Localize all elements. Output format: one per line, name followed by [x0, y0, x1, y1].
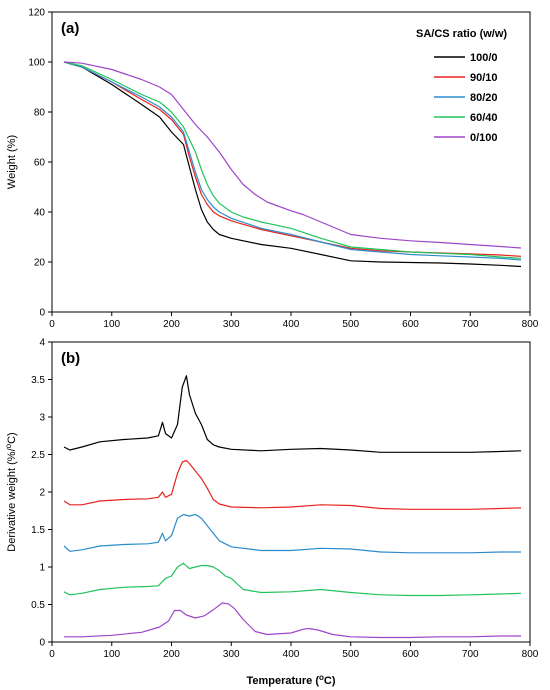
series-line-90-10 [63, 61, 522, 257]
x-tick-label: 300 [223, 319, 240, 330]
x-tick-label: 300 [223, 649, 240, 660]
y-tick-label: 3.5 [31, 375, 45, 386]
y-tick-label: 60 [34, 158, 46, 169]
panel-b-plot-frame [51, 341, 531, 643]
legend-title: SA/CS ratio (w/w) [416, 28, 507, 40]
y-tick-label: 3 [39, 413, 45, 424]
x-tick-label: 100 [103, 649, 120, 660]
x-tick-label: 200 [163, 319, 180, 330]
y-tick-label: 120 [28, 8, 45, 19]
series-line-100-0 [63, 61, 522, 268]
panel-a-y-ticks: 0 20 40 60 80 100 120 [28, 8, 52, 319]
x-tick-label: 700 [462, 319, 479, 330]
x-tick-label: 800 [522, 649, 539, 660]
legend-entry-label: 90/10 [470, 72, 498, 84]
x-tick-label: 700 [462, 649, 479, 660]
panel-b-chart: 0 100 200 300 400 500 600 700 800 0 0.5 1 1.5 2 2.5 3 3… [4, 338, 539, 688]
series-line-60-40 [63, 61, 522, 259]
x-tick-label: 400 [283, 649, 300, 660]
series-line-60-40 [63, 562, 522, 597]
series-line-80-20 [63, 513, 521, 554]
x-tick-label: 100 [103, 319, 120, 330]
x-tick-label: 0 [49, 649, 55, 660]
x-tick-label: 600 [402, 319, 419, 330]
panel-b-series-layer [63, 375, 522, 639]
series-line-80-20 [63, 61, 522, 261]
panel-a-chart: 0 100 200 300 400 500 600 700 800 0 20 40 60 80 100 12… [6, 8, 539, 331]
panel-a-y-axis-label: Weight (%) [6, 135, 18, 189]
y-tick-label: 0.5 [31, 600, 45, 611]
legend-entry-label: 100/0 [470, 52, 498, 64]
x-tick-label: 0 [49, 319, 55, 330]
x-tick-label: 200 [163, 649, 180, 660]
series-line-90-10 [63, 459, 522, 510]
panel-b-label: (b) [61, 350, 80, 367]
panel-b-y-ticks: 0 0.5 1 1.5 2 2.5 3 3.5 4 [31, 338, 52, 649]
y-tick-label: 4 [39, 338, 45, 349]
y-tick-label: 1 [39, 563, 45, 574]
x-tick-label: 600 [402, 649, 419, 660]
panel-b-y-axis-label: Derivative weight (%/oC) [4, 432, 19, 551]
panel-a-legend: SA/CS ratio (w/w) 100/0 90/10 80/20 60/40 0/… [416, 28, 507, 144]
y-tick-label: 2.5 [31, 450, 45, 461]
y-tick-label: 40 [34, 208, 46, 219]
x-tick-label: 500 [342, 649, 359, 660]
legend-entry-label: 80/20 [470, 92, 498, 104]
panel-b-x-axis-label: Temperature (oC) [246, 673, 335, 688]
panel-a-series-layer [63, 61, 522, 268]
y-tick-label: 2 [39, 488, 45, 499]
y-tick-label: 100 [28, 58, 45, 69]
x-tick-label: 500 [342, 319, 359, 330]
series-line-0-100 [63, 61, 522, 249]
legend-entry-label: 60/40 [470, 112, 498, 124]
panel-a-x-ticks: 0 100 200 300 400 500 600 700 800 [49, 312, 539, 330]
y-tick-label: 0 [39, 638, 45, 649]
series-line-100-0 [63, 375, 522, 453]
y-tick-label: 0 [39, 308, 45, 319]
x-tick-label: 400 [283, 319, 300, 330]
panel-b-x-ticks: 0 100 200 300 400 500 600 700 800 [49, 642, 539, 660]
y-tick-label: 80 [34, 108, 46, 119]
x-tick-label: 800 [522, 319, 539, 330]
series-line-0-100 [64, 602, 521, 639]
y-tick-label: 1.5 [31, 525, 45, 536]
y-tick-label: 20 [34, 258, 46, 269]
panel-a-label: (a) [61, 20, 79, 37]
legend-entry-label: 0/100 [470, 132, 498, 144]
